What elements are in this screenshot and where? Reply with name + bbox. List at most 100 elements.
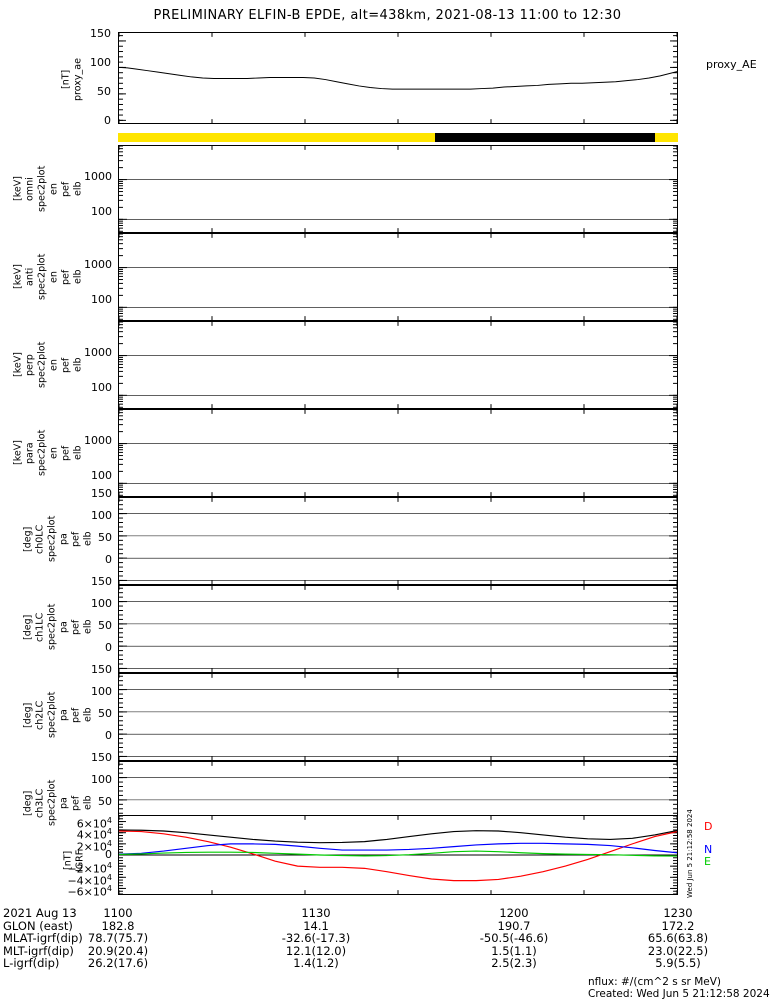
en-omni-ylabel-line-5: [keV]	[12, 176, 24, 202]
igrf-trace-D	[119, 830, 677, 882]
en-omni-ylabel-line-2: en	[48, 183, 60, 195]
pa-ch2LC-spectrogram[interactable]	[118, 673, 678, 761]
bottom-cell-3-0: 1230	[663, 906, 693, 920]
proxy-ae-tick-marks	[119, 33, 677, 123]
proxy-ae-ylabel-line-1: [nT]	[60, 69, 72, 90]
pa-ch1LC-ytick-0: 0	[105, 641, 112, 654]
pa-ch2LC-ylabel-line-3: spec2plot	[46, 691, 58, 739]
bottom-cell-0-2: 78.7(75.7)	[87, 931, 149, 946]
pa-ch2LC-ytick-150: 150	[91, 663, 112, 676]
pa-ch3LC-ytick-150: 150	[91, 751, 112, 764]
en-para-ylabel-line-5: [keV]	[12, 440, 24, 466]
en-anti-ytick-100: 100	[91, 293, 112, 306]
pa-ch1LC-ylabel-line-4: ch1LC	[34, 612, 46, 642]
pa-ch2LC-svg	[119, 674, 677, 760]
igrf-ytick-3: 0	[105, 848, 112, 861]
en-anti-ytick-1000: 1000	[84, 258, 112, 271]
en-para-ylabel: elb pef en spec2plot para [keV]	[12, 414, 84, 492]
pa-ch0LC-svg	[119, 498, 677, 584]
pa-ch2LC-ytick-50: 50	[98, 707, 112, 720]
igrf-plot[interactable]	[118, 815, 678, 895]
en-anti-tick-marks	[119, 234, 677, 320]
bottom-cell-2-3: 1.5(1.1)	[491, 943, 537, 958]
pa-ch2LC-ytick-100: 100	[91, 685, 112, 698]
bottom-cell-1-1: 14.1	[303, 918, 329, 933]
bottom-cell-0-0: 1100	[103, 906, 133, 920]
en-omni-svg	[119, 146, 677, 232]
en-omni-ytick-1000: 1000	[84, 170, 112, 183]
pa-ch0LC-spectrogram[interactable]	[118, 497, 678, 585]
en-omni-tick-marks	[119, 146, 677, 232]
igrf-trace-total	[119, 829, 677, 844]
proxy-ae-ylabel: proxy_ae [nT]	[60, 32, 84, 127]
pa-ch0LC-ytick-50: 50	[98, 531, 112, 544]
en-omni-ytick-100: 100	[91, 205, 112, 218]
proxy-ae-ytick-100: 100	[90, 56, 111, 69]
bottom-cell-3-1: 172.2	[661, 918, 695, 933]
igrf-trace-N	[119, 842, 677, 855]
igrf-trace-E	[119, 850, 677, 857]
en-perp-ylabel-line-4: perp	[24, 354, 36, 376]
bottom-cell-2-1: 190.7	[497, 918, 531, 933]
en-perp-ylabel-line-1: pef	[60, 357, 72, 373]
en-anti-ylabel-line-2: en	[48, 271, 60, 283]
en-omni-ylabel-line-1: pef	[60, 181, 72, 197]
bottom-cell-3-2: 65.6(63.8)	[647, 931, 709, 946]
bottom-cell-0-1: 182.8	[101, 918, 135, 933]
pa-ch3LC-ytick-50: 50	[98, 795, 112, 808]
pa-ch1LC-ylabel-line-2: pa	[58, 621, 70, 633]
pa-ch0LC-ylabel-line-5: [deg]	[22, 526, 34, 552]
en-para-ytick-100: 100	[91, 469, 112, 482]
proxy-ae-ytick-50: 50	[97, 85, 111, 98]
proxy-ae-plot[interactable]	[118, 32, 678, 124]
pa-ch1LC-ytick-50: 50	[98, 619, 112, 632]
footer-nflux: nflux: #/(cm^2 s sr MeV)	[588, 976, 721, 988]
proxy-ae-svg	[119, 33, 677, 123]
en-anti-svg	[119, 234, 677, 320]
bottom-cell-0-3: 20.9(20.4)	[87, 943, 149, 958]
bottom-cell-0-4: 26.2(17.6)	[87, 956, 149, 971]
en-anti-ylabel-line-5: [keV]	[12, 264, 24, 290]
en-perp-ylabel-line-3: spec2plot	[36, 341, 48, 389]
proxy-ae-trace	[119, 66, 677, 90]
igrf-ytick-0: 6×104	[76, 815, 112, 831]
igrf-ytick-2: 2×104	[76, 838, 112, 854]
en-para-ylabel-line-2: en	[48, 447, 60, 459]
en-para-spectrogram[interactable]	[118, 409, 678, 497]
en-perp-ytick-100: 100	[91, 381, 112, 394]
proxy-ae-ytick-150: 150	[90, 27, 111, 40]
en-para-ylabel-line-3: spec2plot	[36, 429, 48, 477]
pa-ch1LC-ytick-100: 100	[91, 597, 112, 610]
bottom-cell-2-0: 1200	[499, 906, 529, 920]
en-para-ylabel-line-1: pef	[60, 445, 72, 461]
bottom-cell-1-2: -32.6(-17.3)	[281, 931, 351, 946]
en-perp-svg	[119, 322, 677, 408]
proxy-ae-ylabel-line-0: proxy_ae	[72, 58, 84, 101]
en-anti-spectrogram[interactable]	[118, 233, 678, 321]
pa-ch1LC-spectrogram[interactable]	[118, 585, 678, 673]
bottom-row-label-3: MLT-igrf(dip)	[3, 943, 74, 958]
bottom-row-label-1: GLON (east)	[3, 918, 73, 933]
en-omni-spectrogram[interactable]	[118, 145, 678, 233]
pa-ch0LC-ylabel-line-2: pa	[58, 533, 70, 545]
igrf-ytick-4: −2×104	[67, 861, 112, 877]
en-para-ylabel-line-4: para	[24, 442, 36, 464]
bottom-cell-2-4: 2.5(2.3)	[491, 956, 537, 971]
pa-ch2LC-ylabel-line-5: [deg]	[22, 702, 34, 728]
pa-ch3LC-ytick-100: 100	[91, 773, 112, 786]
en-para-svg	[119, 410, 677, 496]
bottom-cell-2-2: -50.5(-46.6)	[479, 931, 549, 946]
footer-block: nflux: #/(cm^2 s sr MeV) Created: Wed Ju…	[588, 976, 770, 1000]
en-omni-ylabel-line-3: spec2plot	[36, 165, 48, 213]
pa-ch0LC-tick-marks	[119, 498, 677, 584]
en-anti-ylabel-line-3: spec2plot	[36, 253, 48, 301]
yellow-segment-2	[655, 133, 678, 142]
pa-ch2LC-ytick-0: 0	[105, 729, 112, 742]
pa-ch0LC-ytick-100: 100	[91, 509, 112, 522]
bottom-row-label-0: 2021 Aug 13	[3, 906, 77, 920]
igrf-svg	[119, 816, 677, 894]
en-perp-spectrogram[interactable]	[118, 321, 678, 409]
en-perp-ytick-1000: 1000	[84, 346, 112, 359]
creation-timestamp-vertical: Wed Jun 5 21:12:58 2024	[686, 809, 694, 898]
proxy-ae-ytick-0: 0	[104, 114, 111, 127]
